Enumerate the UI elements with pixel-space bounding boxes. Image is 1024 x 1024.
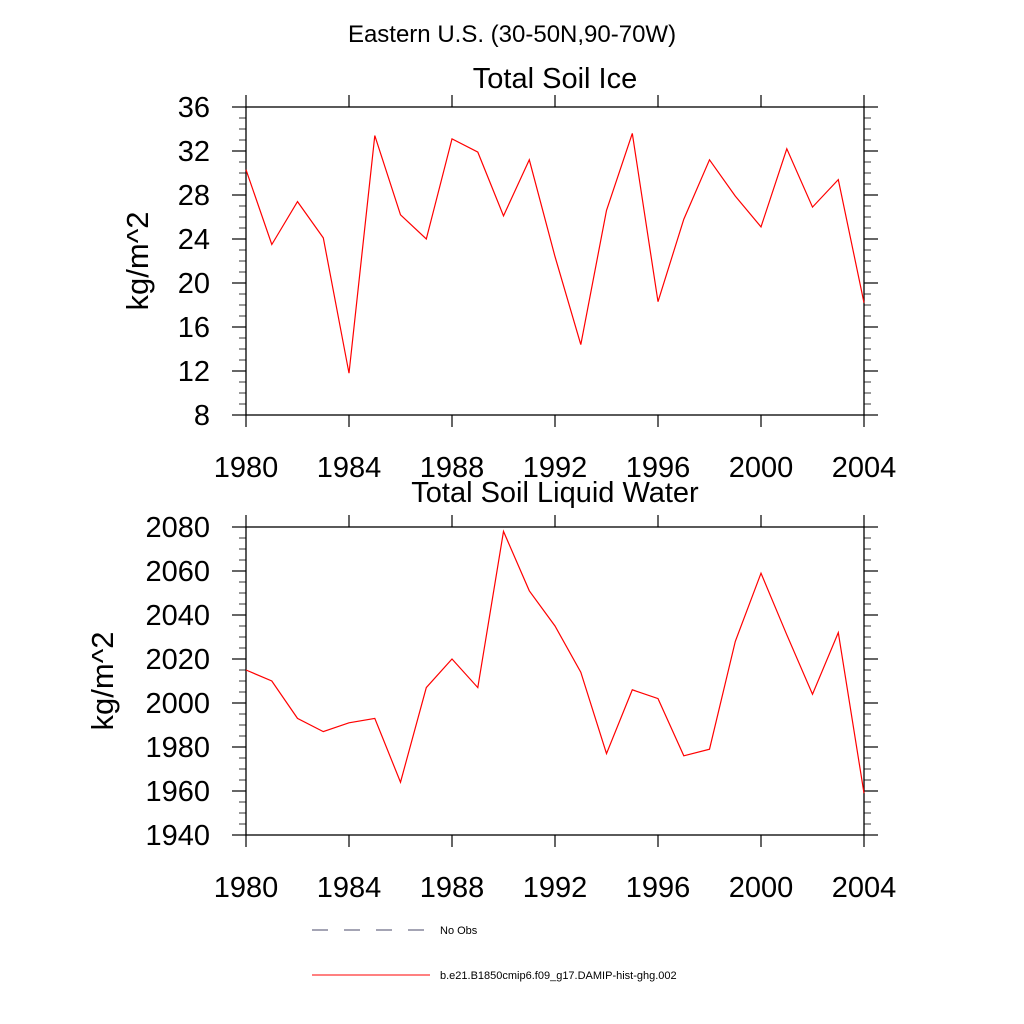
x-tick-label: 2004 (832, 872, 897, 904)
x-tick-label: 2004 (832, 452, 897, 484)
y-tick-label: 2060 (145, 556, 210, 588)
y-tick-label: 24 (178, 224, 210, 256)
series-line-1 (245, 529, 865, 794)
x-tick-label: 1996 (626, 872, 691, 904)
y-tick-label: 16 (178, 312, 210, 344)
y-tick-label: 2020 (145, 644, 210, 676)
x-tick-label: 2000 (729, 872, 794, 904)
y-axis-label: kg/m^2 (120, 212, 155, 311)
x-tick-label: 1980 (214, 452, 279, 484)
x-tick-label: 2000 (729, 452, 794, 484)
chart-title: Total Soil Ice (473, 63, 637, 95)
x-tick-label: 1988 (420, 872, 485, 904)
x-tick-label: 1992 (523, 872, 588, 904)
chart-panels: Total Soil Ice kg/m^2 1980 1984 1988 1992 1996… (85, 63, 896, 904)
chart-title: Total Soil Liquid Water (411, 477, 699, 509)
x-tick-label: 1988 (420, 452, 485, 484)
y-tick-label: 28 (178, 180, 210, 212)
legend-label-1: No Obs (440, 925, 478, 937)
y-axis-label: kg/m^2 (85, 632, 120, 731)
y-tick-label: 20 (178, 268, 210, 300)
chart-panel-1: Total Soil Ice kg/m^2 1980 1984 1988 1992 1996… (120, 63, 896, 484)
plot-frame (245, 526, 865, 836)
y-tick-label: 32 (178, 136, 210, 168)
plot-frame (245, 106, 865, 416)
y-tick-label: 36 (178, 92, 210, 124)
y-tick-label: 12 (178, 356, 210, 388)
x-tick-label: 1996 (626, 452, 691, 484)
y-tick-label: 2000 (145, 688, 210, 720)
x-tick-label: 1984 (317, 452, 382, 484)
y-tick-label: 1960 (145, 776, 210, 808)
x-tick-label: 1992 (523, 452, 588, 484)
y-tick-label: 8 (194, 400, 210, 432)
series-line-1 (245, 133, 865, 374)
legend-label-2: b.e21.B1850cmip6.f09_g17.DAMIP-hist-ghg.… (440, 970, 677, 982)
x-tick-label: 1984 (317, 872, 382, 904)
y-tick-label: 1940 (145, 820, 210, 852)
legend: No Obs b.e21.B1850cmip6.f09_g17.DAMIP-his… (312, 925, 677, 982)
y-tick-label: 1980 (145, 732, 210, 764)
y-tick-label: 2080 (145, 512, 210, 544)
chart-panel-2: Total Soil Liquid Water kg/m^2 1980 1984 198… (85, 477, 896, 904)
y-tick-label: 2040 (145, 600, 210, 632)
figure-title: Eastern U.S. (30-50N,90-70W) (348, 21, 676, 48)
x-tick-label: 1980 (214, 872, 279, 904)
